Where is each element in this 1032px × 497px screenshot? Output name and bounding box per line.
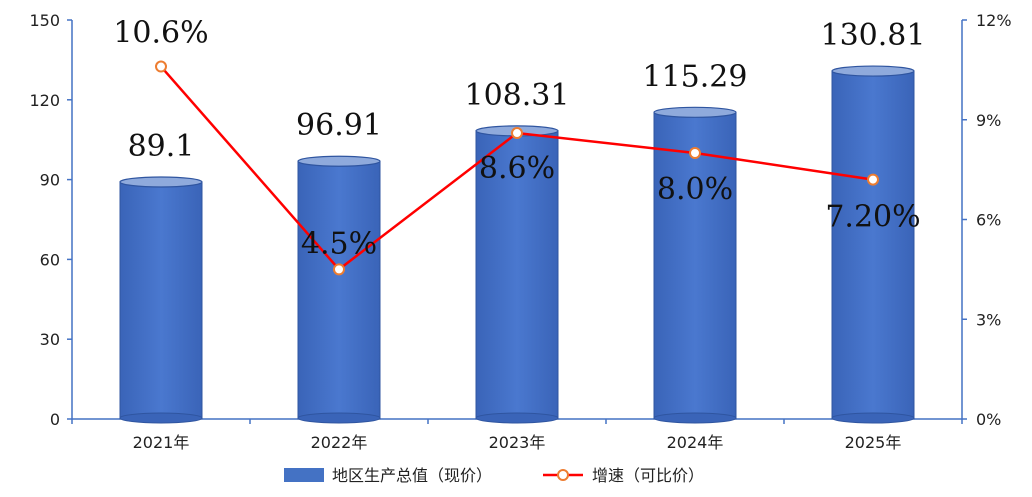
y-right-tick-label: 6%	[976, 211, 1001, 230]
bars	[119, 65, 915, 424]
bar-body	[119, 181, 203, 420]
growth-value-label: 10.6%	[113, 16, 208, 51]
bar-value-label: 115.29	[643, 59, 748, 94]
bar-value-label: 130.81	[821, 18, 926, 53]
y-left-tick-label: 150	[29, 11, 60, 30]
growth-point	[867, 173, 879, 186]
legend-label-bar: 地区生产总值（现价）	[332, 466, 492, 485]
bar-body	[475, 130, 559, 420]
bar-bottom	[297, 412, 381, 424]
x-tick-label: 2022年	[311, 433, 368, 452]
bar-body	[653, 111, 737, 420]
y-right-tick-label: 12%	[976, 11, 1012, 30]
growth-point	[333, 263, 345, 276]
y-right-tick-label: 9%	[976, 111, 1001, 130]
bar	[119, 176, 203, 424]
growth-value-label: 8.0%	[657, 172, 733, 207]
bar-top	[653, 106, 737, 118]
x-tick-label: 2023年	[489, 433, 546, 452]
legend: 地区生产总值（现价） 增速（可比价）	[284, 466, 704, 485]
bar-value-label: 89.1	[128, 129, 195, 164]
growth-value-label: 7.20%	[825, 200, 920, 235]
legend-swatch-bar	[284, 468, 324, 482]
bar-body	[297, 160, 381, 420]
bar	[831, 65, 915, 424]
y-left-tick-label: 0	[50, 410, 60, 429]
bar-value-label: 108.31	[465, 78, 570, 113]
y-left-tick-label: 30	[40, 330, 60, 349]
x-tick-label: 2025年	[845, 433, 902, 452]
bar-top	[297, 155, 381, 167]
data-labels: 89.1 96.91 108.31 115.29 130.81 10.6% 4.5% 8.6%…	[113, 16, 925, 262]
y-left-tick-label: 60	[40, 250, 60, 269]
legend-label-line: 增速（可比价）	[592, 466, 704, 485]
x-tick-label: 2024年	[667, 433, 724, 452]
bar-top	[119, 176, 203, 188]
bar-value-label: 96.91	[296, 108, 382, 143]
bar-top	[831, 65, 915, 77]
bar	[653, 106, 737, 424]
axes: 0 30 60 90 120 150 0% 3% 6% 9% 12% 2021年 2022年 2023年 2…	[29, 11, 1011, 452]
legend-swatch-marker	[557, 469, 569, 481]
bar-bottom	[653, 412, 737, 424]
growth-line	[155, 60, 879, 276]
growth-value-label: 8.6%	[479, 151, 555, 186]
bar	[297, 155, 381, 424]
y-left-tick-label: 120	[29, 91, 60, 110]
y-left-tick-label: 90	[40, 171, 60, 190]
x-tick-label: 2021年	[133, 433, 190, 452]
y-right-tick-label: 0%	[976, 410, 1001, 429]
bar-bottom	[475, 412, 559, 424]
bar-bottom	[831, 412, 915, 424]
growth-point	[511, 127, 523, 140]
bar-bottom	[119, 412, 203, 424]
y-right-tick-label: 3%	[976, 310, 1001, 329]
bar-body	[831, 70, 915, 420]
growth-value-label: 4.5%	[301, 226, 377, 261]
growth-point	[689, 147, 701, 159]
bar	[475, 125, 559, 424]
growth-point	[155, 60, 167, 73]
